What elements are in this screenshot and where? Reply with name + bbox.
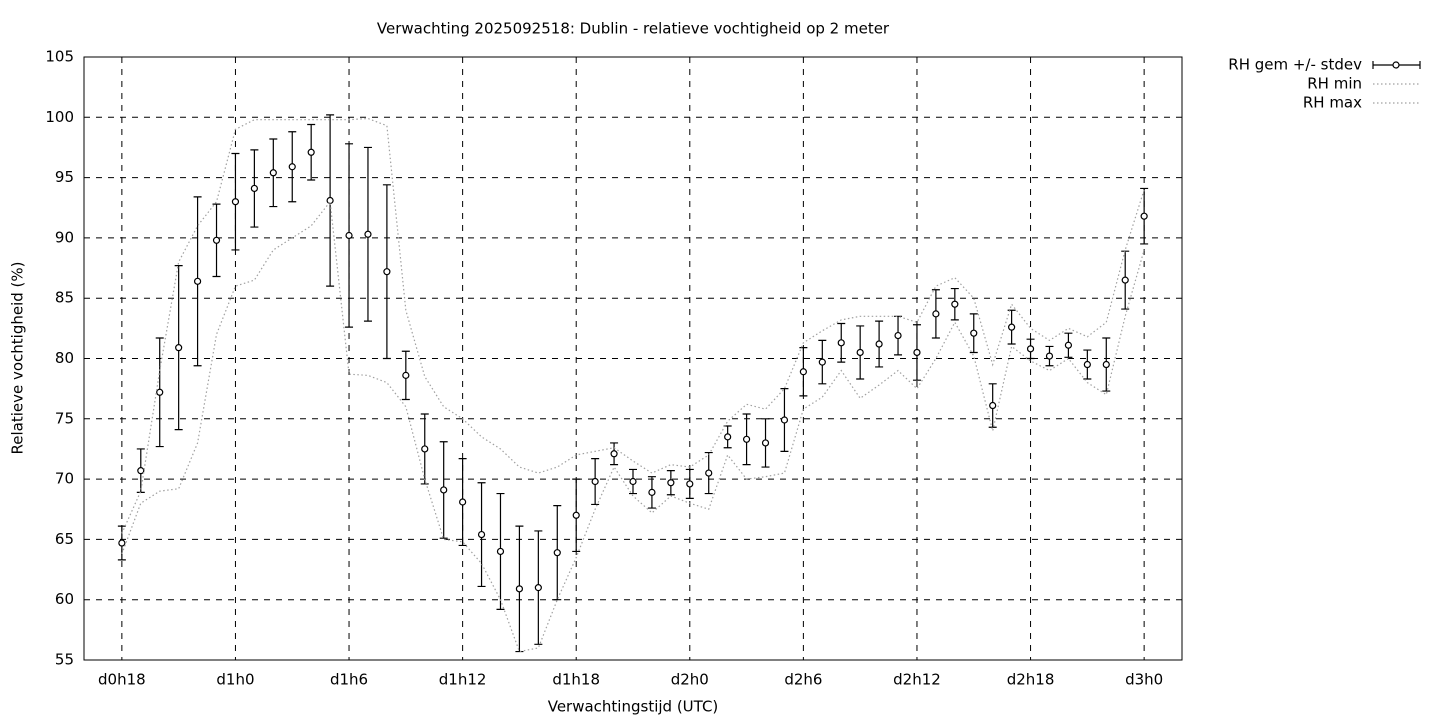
x-tick-label: d2h18 xyxy=(1007,671,1055,689)
mean-point xyxy=(288,163,296,171)
mean-point xyxy=(402,371,410,379)
mean-point xyxy=(572,511,580,519)
mean-point xyxy=(553,549,561,557)
legend-swatch xyxy=(1392,61,1400,69)
x-tick-label: d2h12 xyxy=(893,671,941,689)
legend-label: RH max xyxy=(1303,94,1362,112)
mean-point xyxy=(250,184,258,193)
mean-point xyxy=(818,358,826,366)
mean-point xyxy=(1008,323,1016,331)
y-tick-label: 90 xyxy=(55,228,74,246)
y-tick-label: 105 xyxy=(45,48,74,66)
mean-point xyxy=(970,329,978,337)
mean-point xyxy=(212,236,221,244)
mean-point xyxy=(989,401,997,410)
y-tick-label: 80 xyxy=(55,349,74,367)
y-tick-label: 85 xyxy=(55,289,74,307)
mean-point xyxy=(856,348,864,357)
mean-point xyxy=(629,477,637,486)
mean-point xyxy=(686,480,694,488)
mean-point xyxy=(724,433,732,441)
mean-point xyxy=(913,348,921,357)
x-tick-label: d1h18 xyxy=(552,671,600,689)
mean-point xyxy=(534,584,542,592)
mean-point xyxy=(383,268,391,276)
mean-point xyxy=(761,439,770,447)
mean-point xyxy=(156,388,164,396)
x-tick-label: d1h0 xyxy=(216,671,254,689)
x-axis-label: Verwachtingstijd (UTC) xyxy=(548,698,719,716)
mean-point xyxy=(610,450,618,458)
mean-point xyxy=(591,477,599,486)
mean-point xyxy=(269,169,277,177)
mean-point xyxy=(1026,345,1035,353)
mean-point xyxy=(799,368,807,376)
mean-point xyxy=(364,230,372,238)
mean-point xyxy=(137,467,145,475)
mean-point xyxy=(1064,341,1073,349)
y-tick-label: 55 xyxy=(55,651,74,669)
range-line xyxy=(121,200,1145,653)
mean-point xyxy=(231,198,240,206)
mean-point xyxy=(515,585,524,593)
y-tick-label: 65 xyxy=(55,530,74,548)
x-tick-label: d2h0 xyxy=(671,671,709,689)
x-tick-label: d1h6 xyxy=(330,671,368,689)
mean-point xyxy=(345,231,353,240)
mean-point xyxy=(951,300,959,308)
mean-point xyxy=(742,435,751,443)
mean-point xyxy=(496,547,505,556)
mean-point xyxy=(648,488,656,496)
y-tick-label: 100 xyxy=(45,108,74,126)
mean-point xyxy=(932,310,940,318)
mean-point xyxy=(894,331,902,340)
mean-point xyxy=(705,469,713,477)
mean-point xyxy=(459,498,467,506)
mean-point xyxy=(667,479,675,487)
y-axis-label: Relatieve vochtigheid (%) xyxy=(9,261,27,454)
mean-point xyxy=(118,539,126,547)
mean-point xyxy=(440,486,448,494)
mean-point xyxy=(326,196,334,205)
mean-point xyxy=(875,340,883,348)
x-tick-label: d1h12 xyxy=(439,671,487,689)
y-tick-label: 75 xyxy=(55,409,74,427)
mean-point xyxy=(1102,360,1110,369)
mean-point xyxy=(1083,360,1091,369)
x-tick-label: d2h6 xyxy=(784,671,822,689)
y-tick-label: 70 xyxy=(55,470,74,488)
mean-point xyxy=(780,416,789,424)
y-tick-label: 95 xyxy=(55,168,74,186)
mean-point xyxy=(1045,352,1054,360)
legend-label: RH gem +/- stdev xyxy=(1228,56,1362,74)
plot-border xyxy=(83,56,1183,661)
mean-point xyxy=(477,530,486,539)
x-tick-label: d0h18 xyxy=(98,671,146,689)
mean-point xyxy=(1140,212,1148,220)
mean-point xyxy=(837,339,845,347)
x-tick-label: d3h0 xyxy=(1125,671,1163,689)
mean-point xyxy=(175,344,183,352)
legend-label: RH min xyxy=(1307,75,1362,93)
mean-point xyxy=(307,148,315,156)
chart-title: Verwachting 2025092518: Dublin - relatie… xyxy=(377,20,890,38)
mean-point xyxy=(421,445,429,453)
mean-point xyxy=(193,277,202,285)
mean-point xyxy=(1121,276,1129,284)
y-tick-label: 60 xyxy=(55,590,74,608)
